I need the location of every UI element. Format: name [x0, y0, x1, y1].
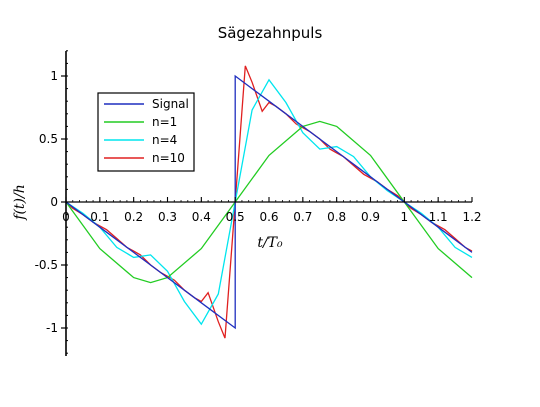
y-tick-label: 0 — [50, 195, 58, 209]
x-tick-label: 0.3 — [158, 210, 177, 224]
x-tick-label: 0.2 — [124, 210, 143, 224]
y-axis-label: f(t)/h — [12, 184, 28, 220]
x-tick-label: 0.6 — [259, 210, 278, 224]
x-tick-label: 0.9 — [361, 210, 380, 224]
x-tick-label: 0.7 — [293, 210, 312, 224]
x-tick-label: 1.2 — [462, 210, 481, 224]
chart-title: Sägezahnpuls — [218, 24, 323, 42]
axes: 1 0.5 0 -0.5 -1 0 0.1 0.2 0.3 0.4 0.5 0.6 0.7 0.8 0.9 1… — [35, 50, 482, 356]
legend-label-3: n=10 — [152, 151, 185, 165]
y-tick-label: 1 — [50, 69, 58, 83]
y-tick-label: -1 — [46, 321, 58, 335]
x-tick-label: 1 — [401, 210, 409, 224]
x-axis-label: t/T₀ — [257, 235, 283, 251]
x-tick-label: 0 — [62, 210, 70, 224]
y-tick-label: 0.5 — [39, 132, 58, 146]
x-tick-label: 1.1 — [429, 210, 448, 224]
x-tick-label: 0.4 — [192, 210, 211, 224]
legend-label-2: n=4 — [152, 133, 177, 147]
series-line-1 — [65, 120, 473, 284]
x-tick-label: 0.8 — [327, 210, 346, 224]
x-tick-label: 0.1 — [90, 210, 109, 224]
legend: Signal n=1 n=4 n=10 — [97, 92, 195, 172]
y-tick-label: -0.5 — [35, 258, 58, 272]
legend-label-1: n=1 — [152, 115, 177, 129]
x-tick-label: 0.5 — [226, 210, 245, 224]
series-line-0 — [65, 74, 473, 330]
legend-label-0: Signal — [152, 97, 189, 111]
